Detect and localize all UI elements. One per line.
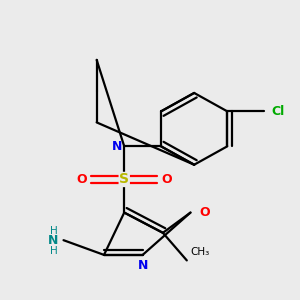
Text: N: N [48, 234, 58, 247]
Text: H: H [50, 246, 58, 256]
Text: O: O [161, 173, 172, 186]
Text: N: N [112, 140, 122, 153]
Text: CH₃: CH₃ [190, 247, 210, 257]
Text: O: O [200, 206, 210, 219]
Text: H: H [50, 226, 58, 236]
Text: O: O [76, 173, 87, 186]
Text: S: S [119, 172, 129, 186]
Text: N: N [137, 259, 148, 272]
Text: Cl: Cl [272, 105, 285, 118]
